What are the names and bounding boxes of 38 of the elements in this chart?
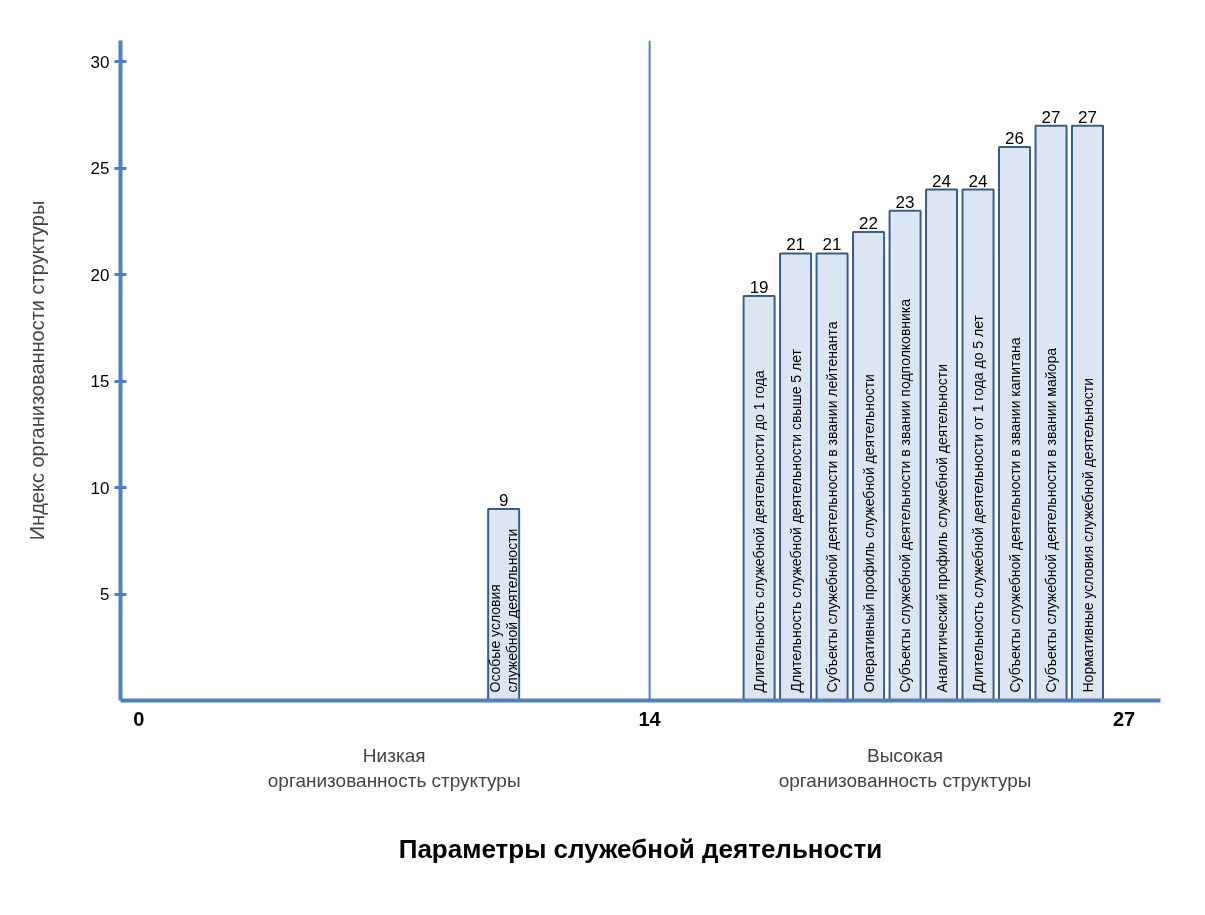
y-tick-label: 5 — [100, 585, 110, 605]
annotation: Оперативный профиль служебной деятельности — [860, 374, 877, 693]
data-label: 22 — [859, 214, 879, 234]
text: Высокая организованность структуры — [778, 744, 1032, 791]
y-tick-label: 20 — [90, 265, 110, 285]
x-tick-label: 0 — [133, 707, 145, 730]
data-label: 27 — [1041, 107, 1061, 127]
annotation: Особые условия служебной деятельности — [486, 528, 521, 693]
data-label: 27 — [1078, 107, 1097, 127]
data-label: 24 — [968, 171, 988, 191]
annotation: Субъекты служебной деятельности в звании лейтенанта — [824, 321, 841, 693]
annotation: Субъекты служебной деятельности в звании подполковника — [897, 298, 914, 693]
annotation: Нормативные условия служебной деятельности — [1079, 377, 1096, 693]
y-tick-label: 25 — [90, 159, 110, 179]
bar — [998, 145, 1032, 701]
annotation: Субъекты служебной деятельности в звании майора — [1043, 347, 1060, 693]
data-label: 21 — [786, 235, 806, 255]
annotation: Длительность служебной деятельности до 1 года — [751, 370, 768, 693]
y-axis-title: Индекс организованности структуры — [25, 200, 48, 541]
bar — [1034, 124, 1068, 701]
y-tick-label: 15 — [90, 372, 110, 392]
annotation: Аналитический профиль служебной деятельности — [933, 363, 950, 693]
data-label: 19 — [749, 277, 769, 297]
annotation: Субъекты служебной деятельности в звании капитана — [1006, 337, 1023, 693]
x-tick-label: 14 — [638, 707, 662, 730]
annotation: Длительность служебной деятельности свыше 5 лет — [787, 348, 804, 693]
data-label: 24 — [932, 171, 952, 191]
text: Низкая организованность структуры — [267, 744, 521, 791]
annotation: Длительность служебной деятельности от 1 года до 5 лет — [970, 314, 987, 693]
y-tick-label: 10 — [90, 478, 110, 498]
x-tick-label: 27 — [1112, 707, 1136, 730]
data-label: 9 — [498, 490, 509, 510]
data-label: 21 — [822, 235, 842, 255]
y-tick-label: 30 — [90, 52, 110, 72]
x-axis-title: Параметры служебной деятельности — [398, 833, 883, 864]
data-label: 23 — [895, 192, 915, 212]
data-label: 26 — [1005, 128, 1024, 148]
bar — [1071, 124, 1105, 701]
